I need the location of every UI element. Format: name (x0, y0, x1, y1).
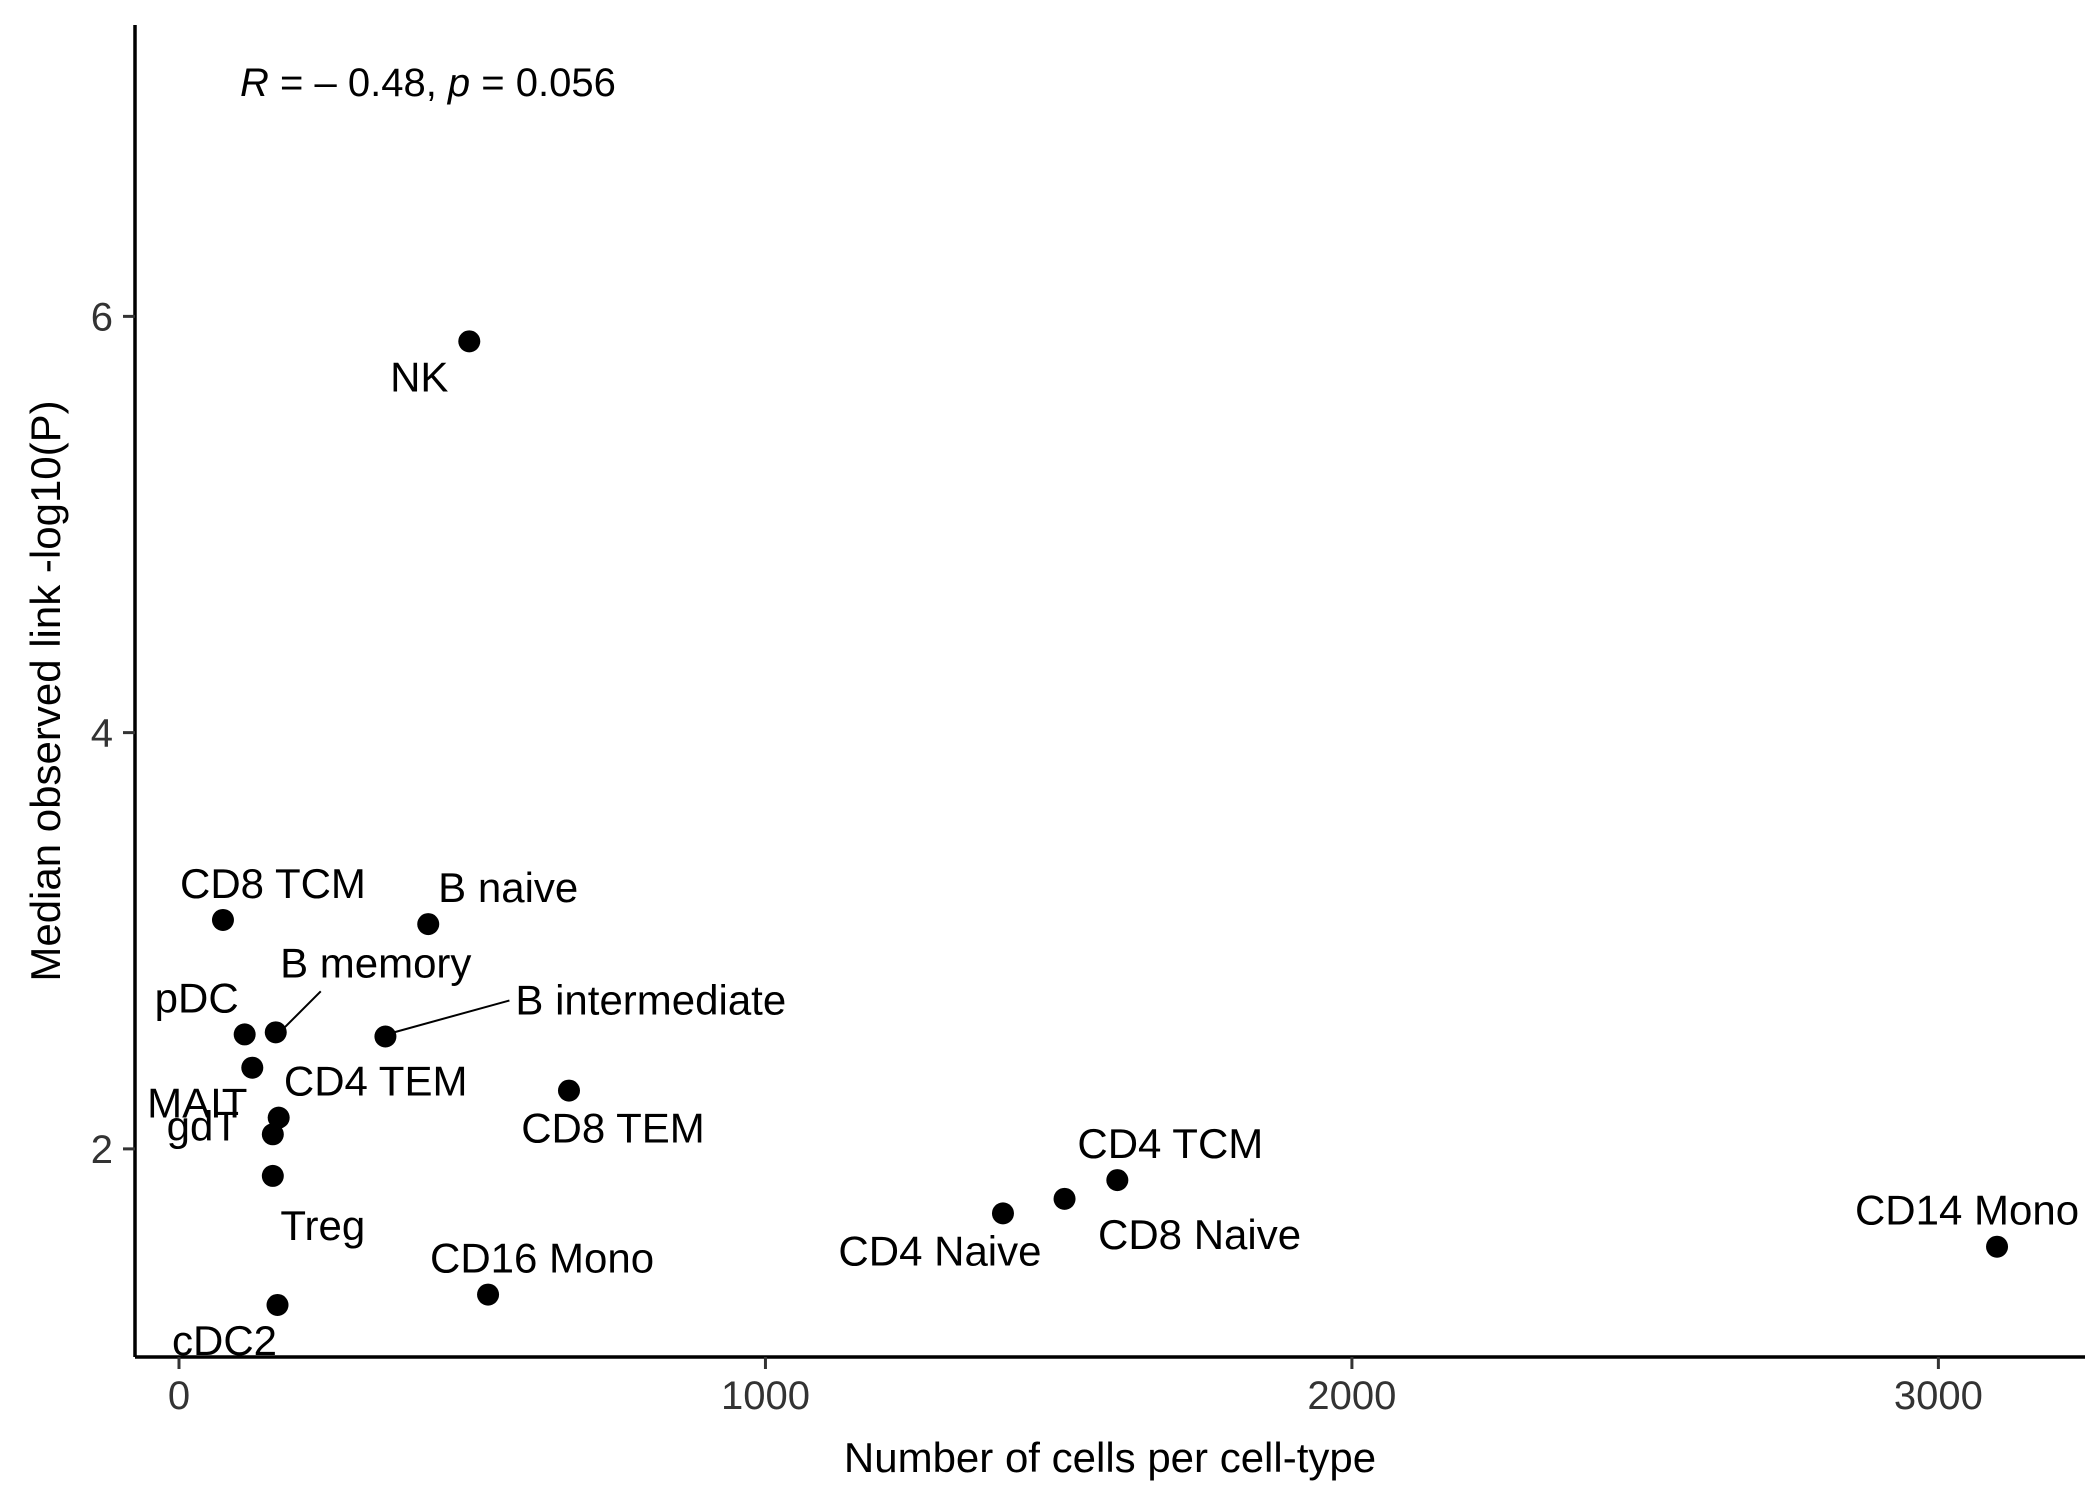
y-axis-title: Median observed link -log10(P) (22, 400, 69, 981)
point-label: B memory (280, 939, 471, 986)
x-axis-title: Number of cells per cell-type (844, 1434, 1376, 1481)
x-axis-ticks: 0 1000 2000 3000 (168, 1357, 1983, 1418)
point-label: CD4 TEM (284, 1058, 468, 1105)
data-point (1106, 1169, 1129, 1192)
point-label: cDC2 (172, 1317, 277, 1364)
x-tick-label: 0 (168, 1374, 190, 1418)
point-label: CD4 TCM (1077, 1120, 1263, 1167)
point-labels: NK CD8 TCM B naive B memory pDC B intermediat… (147, 353, 2079, 1364)
label-leader-lines (283, 990, 510, 1034)
label-leader-line (283, 990, 322, 1030)
point-label: CD4 Naive (838, 1227, 1041, 1274)
correlation-annotation: R = – 0.48, p = 0.056 (240, 61, 616, 105)
data-point (1053, 1187, 1076, 1210)
point-label: Treg (280, 1202, 365, 1249)
data-point (458, 330, 481, 353)
data-point (233, 1023, 256, 1046)
point-label: MAIT (147, 1080, 247, 1127)
x-tick-label: 2000 (1307, 1374, 1396, 1418)
data-point (241, 1056, 264, 1079)
data-point (261, 1123, 284, 1146)
point-label: pDC (155, 974, 239, 1021)
point-label: CD16 Mono (430, 1235, 654, 1282)
point-label: B naive (438, 864, 578, 911)
label-leader-line (393, 999, 510, 1034)
p-value: = 0.056 (470, 61, 616, 105)
y-axis-ticks: 2 4 6 (91, 295, 135, 1172)
data-point (557, 1079, 580, 1102)
data-point (477, 1283, 500, 1306)
data-point (417, 913, 440, 936)
point-label: CD8 TCM (180, 860, 366, 907)
point-label: CD14 Mono (1855, 1187, 2079, 1234)
data-point (261, 1164, 284, 1187)
y-tick-label: 4 (91, 712, 113, 756)
x-tick-label: 3000 (1894, 1374, 1983, 1418)
data-points (211, 330, 2009, 1316)
point-label: CD8 TEM (521, 1105, 705, 1152)
data-point (267, 1106, 290, 1129)
p-symbol: p (447, 61, 470, 105)
data-point (266, 1293, 289, 1316)
x-tick-label: 1000 (721, 1374, 810, 1418)
y-tick-label: 6 (91, 295, 113, 339)
r-symbol: R (240, 61, 269, 105)
data-point (264, 1021, 287, 1044)
data-point (1986, 1235, 2009, 1258)
point-label: NK (390, 353, 448, 400)
point-label: gdT (167, 1102, 239, 1149)
data-point (991, 1202, 1014, 1225)
data-point (211, 908, 234, 931)
point-label: CD8 Naive (1098, 1211, 1301, 1258)
point-label: B intermediate (515, 976, 786, 1023)
axes: 0 1000 2000 3000 2 4 6 (91, 25, 2085, 1418)
r-value: = – 0.48, (269, 61, 448, 105)
y-tick-label: 2 (91, 1128, 113, 1172)
data-point (374, 1025, 397, 1048)
